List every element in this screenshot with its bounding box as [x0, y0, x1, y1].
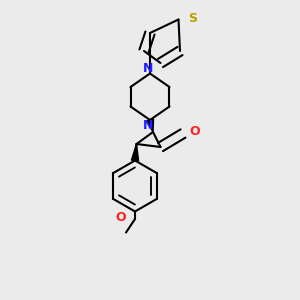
Polygon shape [131, 144, 139, 161]
Text: N: N [143, 119, 154, 132]
Text: O: O [115, 211, 126, 224]
Text: N: N [143, 61, 154, 75]
Text: O: O [189, 125, 200, 139]
Polygon shape [146, 119, 154, 132]
Text: S: S [188, 11, 197, 25]
